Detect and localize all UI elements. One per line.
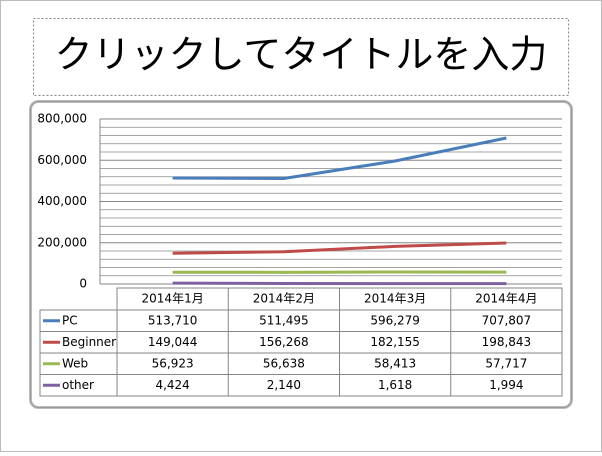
legend-label: other [62, 378, 94, 392]
table-value: 182,155 [370, 335, 420, 349]
x-tick-label: 2014年3月 [364, 292, 426, 306]
table-value: 58,413 [374, 356, 416, 370]
table-value: 56,638 [263, 356, 305, 370]
table-value: 149,044 [148, 335, 198, 349]
series-line [173, 283, 507, 284]
y-tick-label: 800,000 [37, 112, 87, 126]
legend-label: Beginner [62, 335, 116, 349]
legend-label: Web [62, 356, 88, 370]
slide-title: クリックしてタイトルを入力 [55, 33, 548, 77]
x-tick-label: 2014年1月 [142, 292, 204, 306]
table-value: 511,495 [259, 313, 309, 327]
table-value: 198,843 [482, 335, 532, 349]
y-tick-label: 0 [79, 277, 87, 291]
y-tick-label: 400,000 [37, 194, 87, 208]
table-value: 596,279 [370, 313, 420, 327]
y-tick-label: 200,000 [37, 235, 87, 249]
table-value: 1,994 [489, 378, 523, 392]
table-value: 2,140 [267, 378, 301, 392]
legend-label: PC [62, 313, 78, 327]
x-tick-label: 2014年4月 [475, 292, 537, 306]
table-value: 57,717 [485, 356, 527, 370]
y-tick-label: 600,000 [37, 153, 87, 167]
table-value: 56,923 [152, 356, 194, 370]
table-value: 1,618 [378, 378, 412, 392]
table-value: 513,710 [148, 313, 198, 327]
table-value: 4,424 [155, 378, 189, 392]
table-value: 156,268 [259, 335, 309, 349]
table-value: 707,807 [482, 313, 532, 327]
x-tick-label: 2014年2月 [253, 292, 315, 306]
